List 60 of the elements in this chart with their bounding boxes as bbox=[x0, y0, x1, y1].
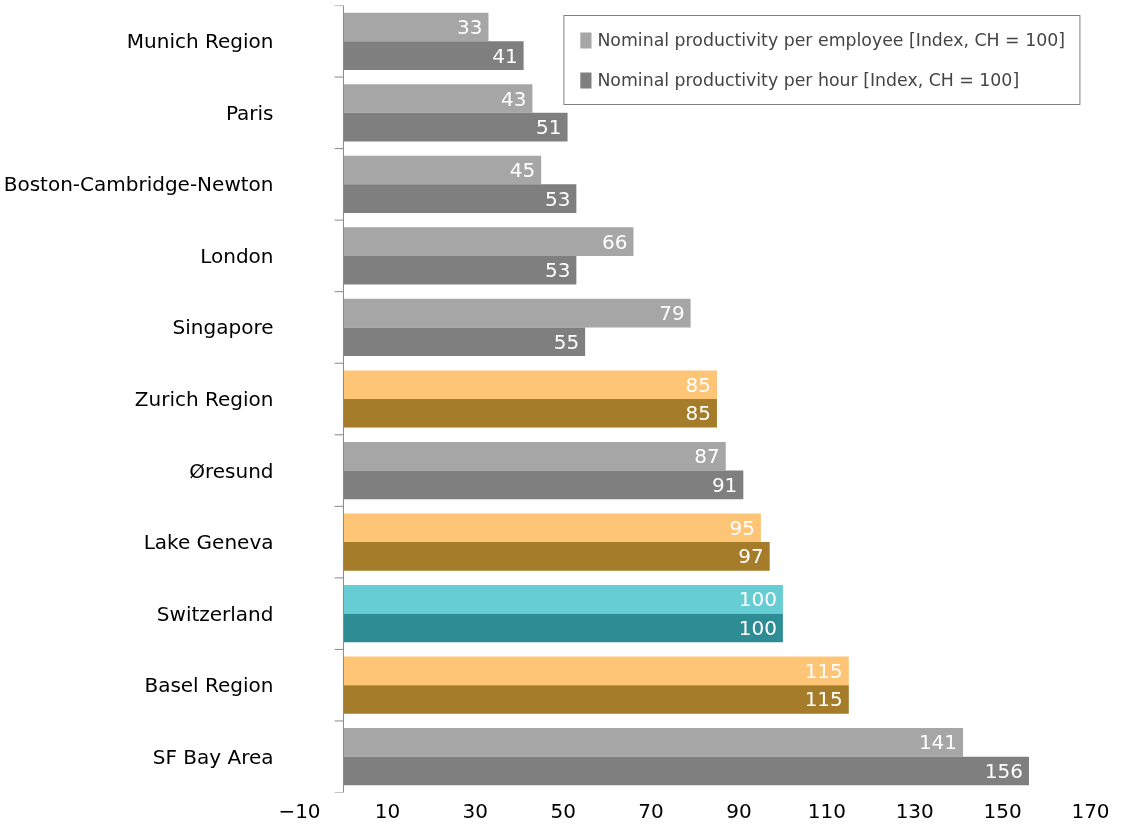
data-label: 41 bbox=[492, 43, 518, 68]
bar bbox=[343, 441, 726, 471]
data-label: 100 bbox=[738, 615, 777, 640]
bar bbox=[343, 513, 761, 543]
data-label: 85 bbox=[685, 401, 711, 426]
bar bbox=[343, 84, 533, 113]
bar bbox=[343, 728, 964, 757]
y-tick-label: Munich Region bbox=[126, 29, 274, 54]
x-tick-label: 70 bbox=[638, 798, 664, 823]
data-label: 95 bbox=[729, 515, 755, 540]
data-label: 55 bbox=[553, 329, 580, 354]
bar bbox=[343, 12, 489, 42]
x-tick-label: 10 bbox=[374, 798, 401, 823]
data-label: 115 bbox=[804, 687, 843, 712]
x-tick-label: 50 bbox=[550, 798, 576, 823]
data-label: 51 bbox=[536, 115, 562, 140]
data-label: 100 bbox=[738, 587, 777, 612]
bar bbox=[343, 656, 849, 686]
y-tick-label: Zurich Region bbox=[134, 387, 274, 411]
data-label: 53 bbox=[544, 186, 571, 211]
bar bbox=[343, 155, 542, 185]
x-tick-label: 130 bbox=[895, 798, 934, 823]
y-tick-label: Paris bbox=[225, 100, 274, 125]
legend-label: Nominal productivity per employee [Index, CH = 100] bbox=[597, 30, 1065, 50]
x-tick-label: 170 bbox=[1071, 798, 1110, 823]
bar bbox=[343, 399, 717, 428]
data-label: 66 bbox=[602, 229, 628, 254]
data-label: 97 bbox=[738, 544, 764, 569]
data-label: 79 bbox=[659, 301, 685, 326]
bar bbox=[343, 370, 717, 399]
y-tick-label: Øresund bbox=[189, 458, 274, 483]
bar bbox=[343, 298, 691, 328]
data-label: 156 bbox=[984, 759, 1023, 784]
x-tick-label: 150 bbox=[983, 798, 1022, 823]
legend-label: Nominal productivity per hour [Index, CH = 100] bbox=[597, 70, 1020, 90]
x-tick-label: 90 bbox=[726, 798, 752, 823]
bar bbox=[343, 613, 783, 643]
y-tick-label: Lake Geneva bbox=[143, 530, 274, 555]
y-tick-label: SF Bay Area bbox=[152, 744, 274, 769]
data-label: 33 bbox=[457, 14, 483, 39]
x-tick-label: −10 bbox=[278, 798, 321, 823]
y-tick-label: Boston-Cambridge-Newton bbox=[3, 172, 274, 197]
bar bbox=[343, 685, 849, 714]
bar bbox=[343, 585, 783, 614]
data-label: 53 bbox=[544, 258, 571, 283]
y-tick-label: London bbox=[200, 243, 274, 268]
data-label: 141 bbox=[918, 730, 958, 755]
data-label: 115 bbox=[804, 658, 843, 683]
data-label: 45 bbox=[509, 158, 536, 183]
bar bbox=[343, 542, 770, 571]
x-tick-label: 110 bbox=[807, 798, 846, 823]
x-tick-label: 30 bbox=[462, 798, 489, 823]
y-tick-label: Basel Region bbox=[144, 673, 274, 698]
data-label: 85 bbox=[685, 372, 711, 397]
bar bbox=[343, 227, 634, 256]
y-tick-label: Singapore bbox=[172, 315, 274, 340]
data-label: 43 bbox=[500, 86, 527, 111]
data-label: 87 bbox=[694, 444, 720, 469]
data-label: 91 bbox=[711, 472, 738, 497]
y-tick-label: Switzerland bbox=[156, 601, 274, 626]
